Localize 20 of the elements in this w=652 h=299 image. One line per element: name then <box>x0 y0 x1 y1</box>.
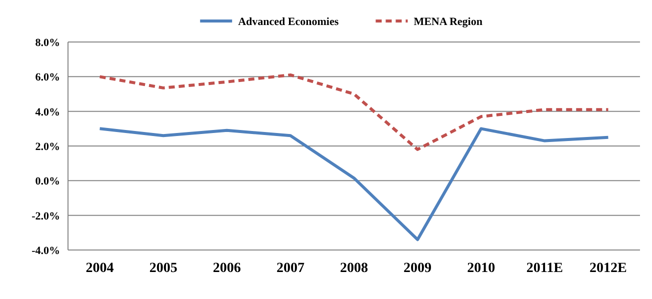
line-series <box>98 73 610 151</box>
x-tick-label: 2012E <box>590 261 627 276</box>
x-tick-label: 2006 <box>212 261 241 276</box>
y-tick-label: 8.0% <box>35 37 60 49</box>
y-tick-label: 0.0% <box>35 176 60 188</box>
y-tick-label: -4.0% <box>32 245 60 257</box>
x-tick-label: 2004 <box>86 261 114 276</box>
x-tick-label: 2010 <box>467 261 496 276</box>
x-tick-label: 2009 <box>404 261 432 276</box>
line-series <box>98 127 610 242</box>
legend-label: Advanced Economies <box>238 16 340 28</box>
x-tick-label: 2005 <box>149 261 178 276</box>
y-tick-label: 2.0% <box>35 141 60 153</box>
x-tick-label: 2007 <box>276 261 304 276</box>
y-tick-label: 4.0% <box>35 106 60 118</box>
x-tick-label: 2008 <box>340 261 368 276</box>
y-tick-label: 6.0% <box>35 72 60 84</box>
y-tick-label: -2.0% <box>32 210 60 222</box>
legend-label: MENA Region <box>414 16 482 28</box>
x-tick-label: 2011E <box>526 261 563 276</box>
